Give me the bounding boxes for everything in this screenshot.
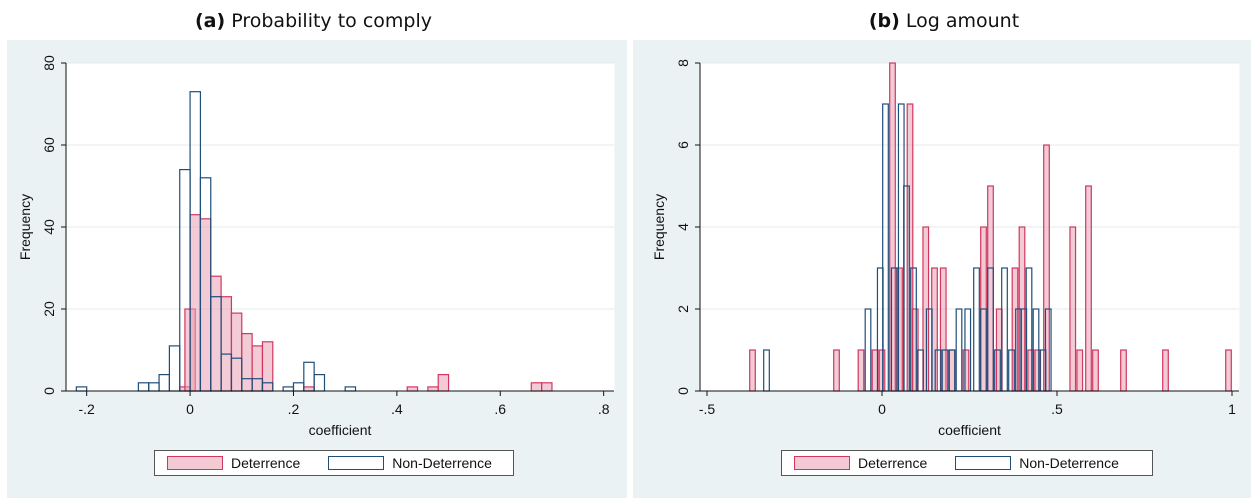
deterrence-bar bbox=[962, 349, 970, 392]
deterrence-bar bbox=[437, 374, 450, 392]
deterrence-bar bbox=[878, 349, 886, 392]
deterrence-bar bbox=[261, 341, 274, 392]
panel-a-title-text: Probability to comply bbox=[231, 10, 432, 32]
x-axis-title: coefficient bbox=[309, 422, 372, 438]
x-tick-label: 1 bbox=[1228, 401, 1236, 417]
deterrence-bar bbox=[427, 386, 439, 392]
y-tick-label: 60 bbox=[41, 137, 57, 153]
panel-b-title-text: Log amount bbox=[905, 10, 1020, 32]
x-tick-label: .8 bbox=[598, 401, 610, 417]
deterrence-bar bbox=[530, 382, 543, 392]
panel-a-chart: 0 20 40 60 80 -.2 0 .2 .4 .6 .8 coefficient Frequenc… bbox=[7, 40, 627, 498]
deterrence-bar bbox=[1162, 349, 1169, 392]
y-tick-label: 40 bbox=[41, 219, 57, 235]
x-tick-label: .2 bbox=[288, 401, 300, 417]
deterrence-bar bbox=[199, 218, 212, 392]
legend-item-non-deterrence: Non-Deterrence bbox=[955, 455, 1119, 471]
x-tick-label: .4 bbox=[391, 401, 403, 417]
deterrence-bar bbox=[406, 386, 419, 392]
y-axis-title: Frequency bbox=[651, 194, 667, 260]
y-tick-label: 20 bbox=[41, 301, 57, 317]
deterrence-bar bbox=[189, 214, 202, 392]
legend-label-non-deterrence: Non-Deterrence bbox=[1019, 455, 1119, 471]
x-axis-title: coefficient bbox=[938, 422, 1001, 438]
deterrence-bar bbox=[541, 382, 553, 392]
y-tick-label: 8 bbox=[675, 59, 691, 67]
deterrence-bar bbox=[303, 386, 315, 392]
panel-b-plot: 0 2 4 6 8 -.5 0 .5 1 coefficient Frequency bbox=[651, 59, 1240, 438]
deterrence-bar bbox=[1092, 349, 1099, 392]
x-tick-label: .6 bbox=[494, 401, 506, 417]
legend-item-non-deterrence: Non-Deterrence bbox=[328, 455, 492, 471]
legend-label-deterrence: Deterrence bbox=[231, 455, 301, 471]
deterrence-bar bbox=[833, 349, 840, 392]
panel-b-title-prefix: (b) bbox=[868, 10, 900, 32]
x-tick-label: -.5 bbox=[699, 401, 716, 417]
deterrence-bar bbox=[1076, 349, 1084, 392]
deterrence-bar bbox=[1069, 226, 1077, 392]
y-tick-label: 4 bbox=[675, 223, 691, 231]
panel-a-title: (a) Probability to comply bbox=[0, 8, 627, 34]
deterrence-bar bbox=[948, 349, 956, 392]
deterrence-bar bbox=[749, 349, 756, 392]
y-tick-label: 0 bbox=[41, 387, 57, 395]
y-tick-label: 2 bbox=[675, 305, 691, 313]
legend-swatch-non-deterrence bbox=[955, 456, 1012, 470]
deterrence-bar bbox=[1043, 144, 1050, 392]
panel-a-legend: Deterrence Non-Deterrence bbox=[154, 450, 514, 476]
deterrence-bar bbox=[251, 345, 264, 392]
panel-a-title-prefix: (a) bbox=[194, 10, 226, 32]
legend-swatch-deterrence bbox=[794, 456, 850, 470]
legend-item-deterrence: Deterrence bbox=[794, 455, 927, 471]
y-tick-label: 0 bbox=[675, 387, 691, 395]
y-tick-label: 6 bbox=[675, 141, 691, 149]
x-tick-label: 0 bbox=[878, 401, 886, 417]
panel-a-plot: 0 20 40 60 80 -.2 0 .2 .4 .6 .8 coefficient Frequenc… bbox=[17, 55, 615, 438]
legend-swatch-non-deterrence bbox=[328, 456, 385, 470]
panel-b-chart: 0 2 4 6 8 -.5 0 .5 1 coefficient Frequency Deterre… bbox=[633, 40, 1251, 498]
panel-b-legend: Deterrence Non-Deterrence bbox=[781, 450, 1153, 476]
x-tick-label: .5 bbox=[1051, 401, 1063, 417]
deterrence-bar bbox=[241, 333, 253, 392]
y-axis-title: Frequency bbox=[17, 194, 33, 260]
deterrence-bar bbox=[1120, 349, 1127, 392]
legend-item-deterrence: Deterrence bbox=[167, 455, 300, 471]
deterrence-bar bbox=[987, 185, 994, 392]
deterrence-bar bbox=[230, 312, 243, 392]
deterrence-bar bbox=[889, 62, 896, 392]
deterrence-bar bbox=[220, 296, 233, 392]
deterrence-bar bbox=[1225, 349, 1232, 392]
deterrence-bar bbox=[857, 349, 865, 392]
panel-b-title: (b) Log amount bbox=[633, 8, 1255, 34]
legend-swatch-deterrence bbox=[167, 456, 223, 470]
deterrence-bar bbox=[210, 275, 222, 392]
legend-label-non-deterrence: Non-Deterrence bbox=[392, 455, 492, 471]
legend-label-deterrence: Deterrence bbox=[858, 455, 928, 471]
deterrence-bar bbox=[1085, 185, 1092, 392]
x-tick-label: 0 bbox=[186, 401, 194, 417]
x-tick-label: -.2 bbox=[79, 401, 96, 417]
y-tick-label: 80 bbox=[41, 55, 57, 71]
deterrence-bar bbox=[1011, 267, 1019, 392]
